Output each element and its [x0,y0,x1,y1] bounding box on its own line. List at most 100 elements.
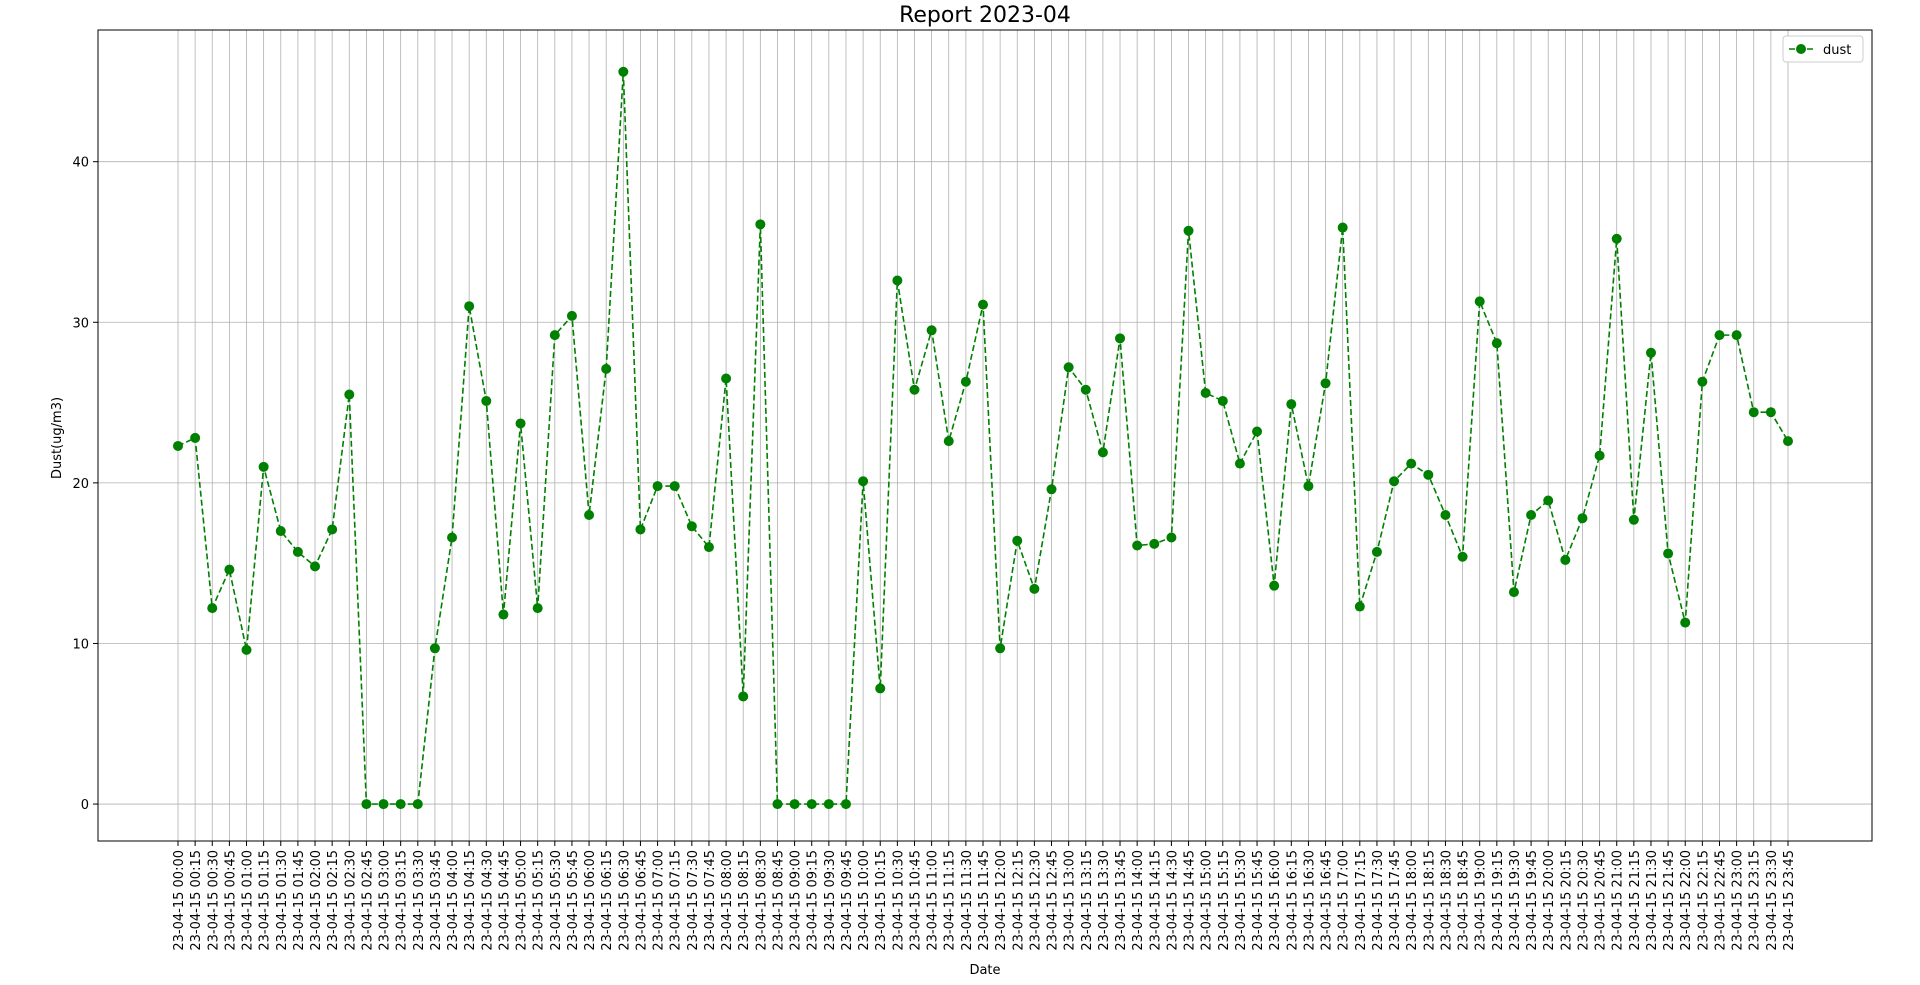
data-point [1680,617,1691,628]
data-point [361,799,372,810]
x-tick-label: 23-04-15 15:15 [1217,850,1232,951]
data-point [1731,330,1742,341]
data-point [943,436,954,447]
x-tick-label: 23-04-15 03:30 [412,850,427,951]
x-tick-label: 23-04-15 22:45 [1713,850,1728,951]
x-tick-label: 23-04-15 15:45 [1251,850,1266,951]
x-tick-label: 23-04-15 13:15 [1080,850,1095,951]
data-point [1337,222,1348,233]
data-point [515,418,526,429]
x-tick-label: 23-04-15 07:00 [652,850,667,951]
data-point [224,564,235,575]
data-point [892,275,903,286]
data-point [978,299,988,310]
x-tick-label: 23-04-15 11:00 [926,850,941,951]
data-point [1080,384,1091,395]
data-point [1577,513,1588,524]
data-point [1320,378,1331,389]
data-point [1217,395,1228,406]
data-point [635,524,646,535]
data-point [823,799,834,810]
x-tick-label: 23-04-15 20:30 [1576,850,1591,951]
x-tick-label: 23-04-15 23:15 [1748,850,1763,951]
y-tick-label: 10 [72,637,89,652]
x-tick-label: 23-04-15 00:30 [206,850,221,951]
x-tick-label: 23-04-15 00:45 [223,850,238,951]
data-point [344,389,355,400]
x-tick-label: 23-04-15 18:00 [1405,850,1420,951]
chart-title: Report 2023-04 [899,3,1071,28]
x-tick-label: 23-04-15 03:00 [378,850,393,951]
data-point [1748,407,1759,418]
data-point [1645,347,1656,358]
data-point [1012,535,1023,546]
x-tick-label: 23-04-15 18:30 [1439,850,1454,951]
x-tick-label: 23-04-15 14:45 [1183,850,1198,951]
x-tick-label: 23-04-15 12:30 [1028,850,1043,951]
y-axis-ticks: 0 10 20 30 40 [72,156,98,813]
data-point [481,395,492,406]
data-point [703,542,714,553]
x-tick-label: 23-04-15 11:15 [943,850,958,951]
data-point [378,799,389,810]
data-point [549,330,560,341]
data-point [275,526,286,537]
data-point [1063,362,1074,373]
x-tick-label: 23-04-15 19:00 [1474,850,1489,951]
x-tick-label: 23-04-15 04:30 [480,850,495,951]
data-point [601,363,612,374]
x-tick-label: 23-04-15 05:45 [566,850,581,951]
data-point [1286,399,1297,410]
x-tick-label: 23-04-15 12:45 [1046,850,1061,951]
data-point [327,524,338,535]
data-point [618,66,629,77]
x-tick-label: 23-04-15 16:15 [1285,850,1300,951]
data-point [1783,436,1793,447]
data-point [1491,338,1502,349]
x-tick-label: 23-04-15 22:00 [1679,850,1694,951]
x-tick-label: 23-04-15 07:30 [686,850,701,951]
x-tick-label: 23-04-15 21:45 [1662,850,1677,951]
x-tick-label: 23-04-15 06:00 [583,850,598,951]
x-tick-label: 23-04-15 11:45 [977,850,992,951]
x-tick-label: 23-04-15 04:00 [446,850,461,951]
legend: dust [1782,35,1864,63]
x-tick-label: 23-04-15 16:45 [1320,850,1335,951]
data-point [1474,296,1485,307]
x-tick-label: 23-04-15 07:15 [669,850,684,951]
x-tick-label: 23-04-15 12:15 [1011,850,1026,951]
x-tick-label: 23-04-15 06:15 [600,850,615,951]
x-tick-label: 23-04-15 17:15 [1354,850,1369,951]
data-point [258,461,269,472]
data-point [241,644,252,655]
data-point [1166,532,1177,543]
data-point [1029,583,1040,594]
data-point [190,432,201,443]
x-tick-label: 23-04-15 10:30 [891,850,906,951]
data-point [447,532,458,543]
x-tick-label: 23-04-15 11:30 [960,850,975,951]
data-point [1526,509,1537,520]
x-tick-label: 23-04-15 20:00 [1542,850,1557,951]
data-point [584,509,595,520]
x-tick-label: 23-04-15 17:00 [1337,850,1352,951]
data-point [532,603,543,614]
data-point [755,219,766,230]
data-point [1115,333,1126,344]
x-tick-label: 23-04-15 08:30 [754,850,769,951]
data-point [858,476,869,487]
y-axis-label: Dust(ug/m3) [50,397,65,479]
data-point [1508,587,1519,598]
data-point [840,799,851,810]
x-tick-label: 23-04-15 18:15 [1422,850,1437,951]
data-point [1765,407,1776,418]
data-point [806,799,817,810]
x-tick-label: 23-04-15 12:00 [994,850,1009,951]
x-tick-label: 23-04-15 08:00 [720,850,735,951]
data-point [738,691,749,702]
data-point [669,481,680,492]
data-point [429,643,440,654]
x-tick-label: 23-04-15 21:15 [1628,850,1643,951]
data-point [995,643,1006,654]
x-tick-label: 23-04-15 06:45 [634,850,649,951]
